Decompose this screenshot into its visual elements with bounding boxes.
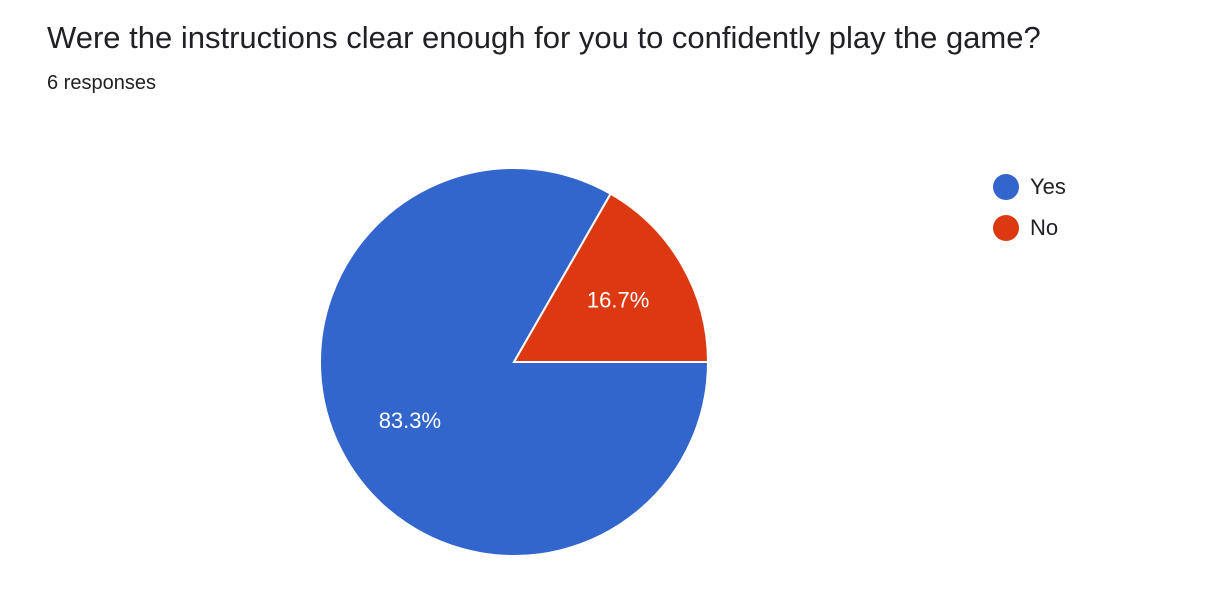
chart-legend: Yes No — [993, 166, 1066, 248]
responses-count: 6 responses — [47, 72, 156, 94]
legend-swatch-yes — [993, 173, 1019, 200]
pie-slice-no[interactable] — [512, 192, 710, 363]
pie-slices — [319, 167, 710, 557]
legend-label-yes: Yes — [1030, 173, 1066, 199]
question-title: Were the instructions clear enough for y… — [47, 20, 1041, 55]
legend-item-yes[interactable]: Yes — [993, 166, 1066, 207]
legend-item-no[interactable]: No — [993, 207, 1066, 248]
pie-slice-labels: 83.3% 16.7% — [379, 288, 650, 433]
legend-label-no: No — [1030, 214, 1059, 240]
pie-label-no: 16.7% — [587, 288, 649, 313]
legend-swatch-no — [993, 214, 1019, 241]
pie-label-yes: 83.3% — [379, 408, 441, 433]
